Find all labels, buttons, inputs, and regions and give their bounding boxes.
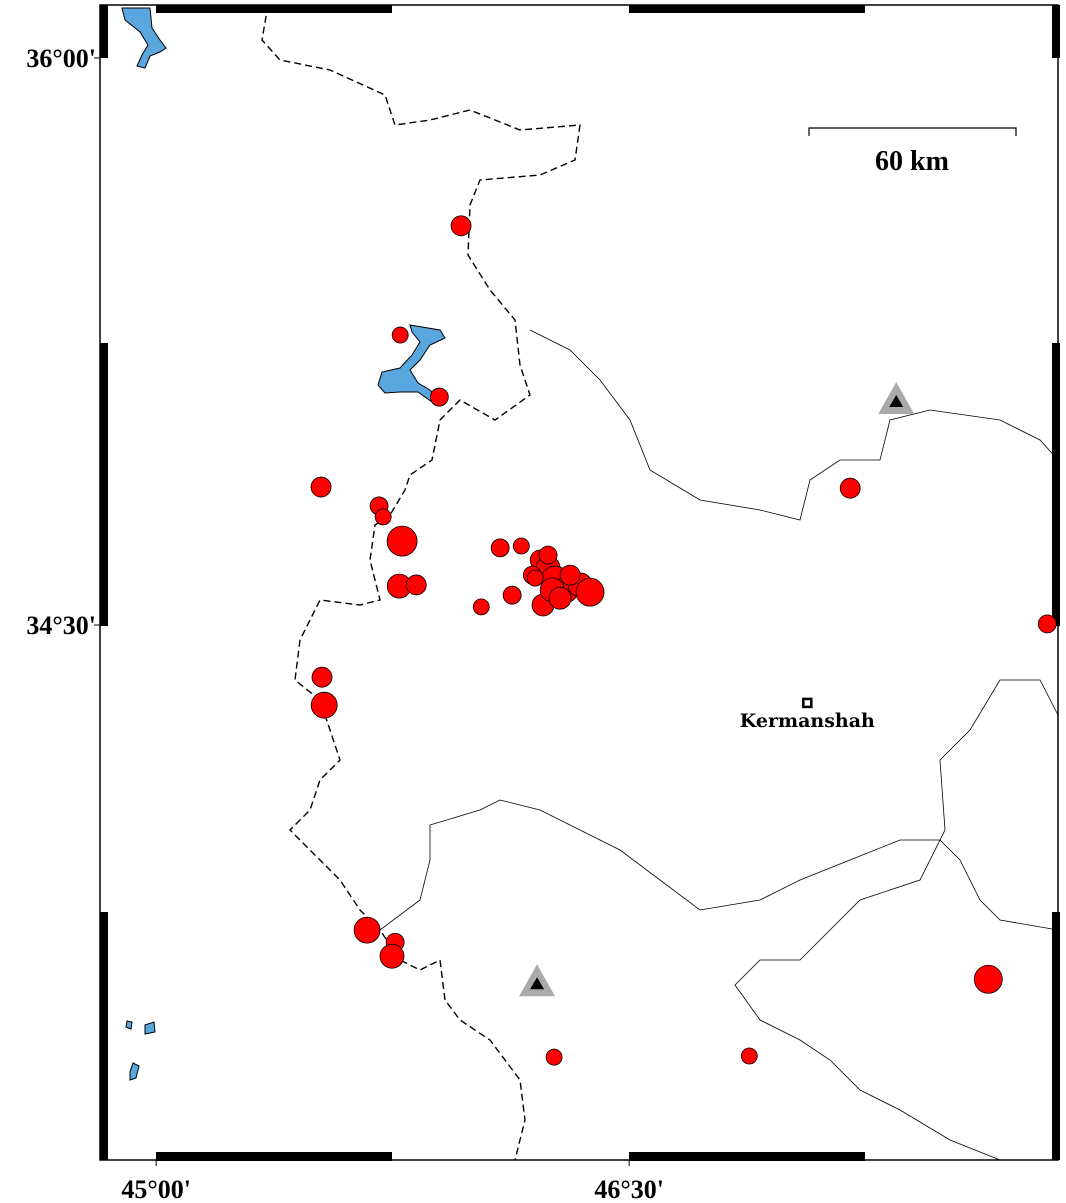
earthquake (379, 943, 405, 969)
earthquake (559, 564, 581, 586)
y-tick-label: 34°30' (26, 611, 96, 640)
earthquake (310, 476, 332, 498)
earthquake (429, 387, 449, 407)
earthquake (740, 1047, 758, 1065)
earthquake (472, 598, 490, 616)
x-tick-label: 45°00' (121, 1175, 191, 1203)
city-marker (802, 697, 813, 709)
earthquake (374, 508, 392, 526)
earthquake (526, 569, 544, 587)
earthquake (386, 525, 418, 557)
earthquake (405, 574, 427, 596)
earthquake (512, 537, 530, 555)
city-label: Kermanshah (740, 710, 875, 732)
earthquake (973, 964, 1003, 994)
earthquake (839, 477, 861, 499)
earthquake (1037, 614, 1057, 634)
frame (99, 4, 1060, 1161)
earthquake (538, 545, 558, 565)
volcano-core (530, 977, 545, 990)
y-tick-label: 36°00' (26, 44, 96, 73)
x-tick-label: 46°30' (594, 1175, 664, 1203)
earthquake (353, 916, 381, 944)
earthquake (391, 326, 409, 344)
earthquake (502, 585, 522, 605)
scale-label: 60 km (875, 146, 949, 177)
earthquake (310, 691, 338, 719)
earthquake (545, 1048, 563, 1066)
earthquake (575, 577, 605, 607)
lakes (121, 7, 446, 1081)
volcano-core (889, 394, 904, 407)
earthquake (548, 586, 572, 610)
earthquake (311, 666, 333, 688)
earthquake (490, 538, 510, 558)
earthquake (450, 215, 472, 237)
scale-bar: 60 km (808, 127, 1017, 177)
